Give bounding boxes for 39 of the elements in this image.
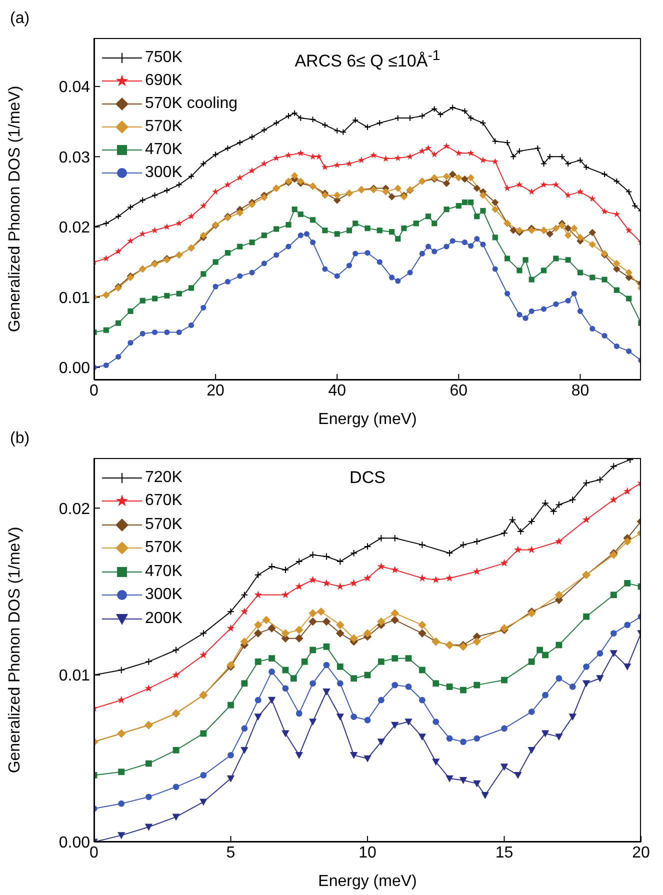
legend-label: 750K bbox=[145, 48, 182, 66]
x-tick-label: 60 bbox=[450, 382, 468, 400]
y-axis-title: Generalized Phonon DOS (1/meV) bbox=[6, 526, 24, 774]
y-tick-label: 0.00 bbox=[58, 834, 90, 852]
legend-label: 570K bbox=[145, 118, 182, 136]
legend-label: 300K bbox=[145, 164, 182, 182]
x-tick-label: 80 bbox=[571, 382, 590, 400]
legend-label: 690K bbox=[145, 72, 182, 90]
y-tick-label: 0.02 bbox=[58, 220, 90, 237]
y-tick-label: 0.01 bbox=[58, 668, 90, 685]
x-tick-label: 0 bbox=[90, 382, 99, 400]
chart-title: (b) bbox=[10, 430, 30, 448]
legend-label: 570K bbox=[145, 539, 182, 558]
legend-label: 570K cooling bbox=[145, 94, 238, 112]
x-axis-title: Energy (meV) bbox=[318, 873, 417, 890]
legend-label: 300K bbox=[145, 586, 182, 604]
legend-label: 470K bbox=[145, 562, 182, 581]
annotation: DCS bbox=[348, 468, 386, 488]
x-tick-label: 0 bbox=[90, 844, 99, 862]
x-tick-label: 20 bbox=[206, 382, 225, 400]
legend-label: 670K bbox=[145, 492, 182, 510]
x-tick-label: 5 bbox=[226, 844, 236, 862]
x-tick-label: 40 bbox=[328, 382, 346, 400]
y-tick-label: 0.02 bbox=[58, 500, 90, 518]
chart-title: (a) bbox=[10, 10, 30, 28]
y-axis-title: Generalized Phonon DOS (1/meV) bbox=[6, 86, 24, 332]
y-tick-label: 0.01 bbox=[58, 290, 90, 307]
y-tick-label: 0.04 bbox=[58, 79, 90, 96]
x-tick-label: 15 bbox=[495, 844, 514, 862]
x-axis-title: Energy (meV) bbox=[318, 411, 417, 428]
x-tick-label: 10 bbox=[358, 844, 376, 862]
x-tick-label: 20 bbox=[632, 844, 650, 862]
annotation: ARCS 6≤ Q ≤10Å$^{-1}$ bbox=[294, 48, 442, 72]
legend-label: 570K bbox=[145, 516, 182, 534]
y-tick-label: 0.03 bbox=[58, 149, 90, 166]
legend-label: 720K bbox=[145, 468, 182, 487]
legend-label: 200K bbox=[145, 610, 182, 628]
y-tick-label: 0.00 bbox=[58, 360, 90, 378]
legend-label: 470K bbox=[145, 140, 182, 158]
